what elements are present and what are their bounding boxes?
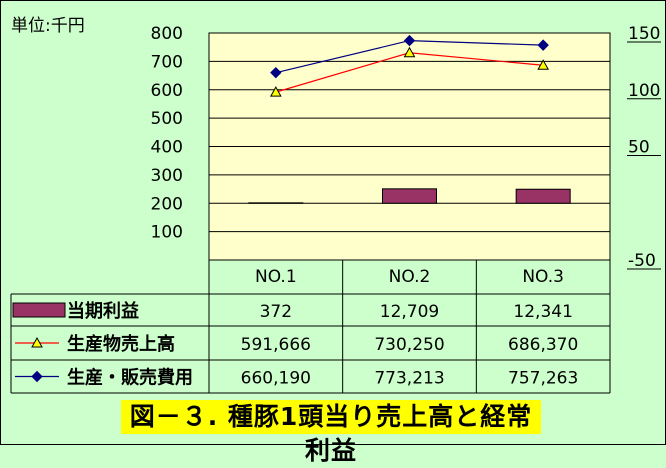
data-label: 686,370 [508, 335, 578, 355]
legend-bar-swatch [13, 303, 65, 317]
data-label: 12,709 [380, 302, 439, 322]
y-tick-label: 400 [151, 138, 183, 158]
y-tick-label: 500 [151, 109, 183, 129]
data-label: 372 [260, 302, 292, 322]
data-label: 757,263 [508, 369, 578, 389]
series-name: 生産物売上高 [67, 333, 175, 355]
y-tick-label: 100 [151, 223, 183, 243]
y-tick-label: 300 [151, 166, 183, 186]
data-table: NO.1 NO.2 NO.3 当期利益 372 12,709 12,341 生産物売上高 591… [11, 260, 610, 393]
y2-tick-label: 150 [628, 24, 660, 44]
y2-tick-label: -50 [628, 251, 656, 271]
y2-tick-label: 50 [628, 138, 650, 158]
series-name: 生産・販売費用 [67, 367, 193, 389]
point [32, 372, 42, 382]
category-label: NO.2 [389, 267, 431, 287]
y-tick-label: 700 [151, 52, 183, 72]
y-tick-label: 600 [151, 81, 183, 101]
data-label: 591,666 [241, 335, 311, 355]
y-tick-label: 800 [151, 24, 183, 44]
y2-tick-label: 100 [628, 81, 660, 101]
chart-caption: 図－３. 種豚1頭当り売上高と経常利益 [121, 400, 541, 434]
data-label: 12,341 [513, 302, 572, 322]
category-label: NO.1 [255, 267, 297, 287]
data-label: 660,190 [241, 369, 311, 389]
y-tick-label: 200 [151, 194, 183, 214]
data-label: 730,250 [374, 335, 444, 355]
series-name: 当期利益 [67, 300, 139, 322]
chart-svg: 100 200 300 400 500 600 700 800 150 100 50 -50 NO.1… [1, 1, 666, 446]
bar [516, 189, 570, 203]
data-label: 773,213 [374, 369, 444, 389]
category-label: NO.3 [522, 267, 564, 287]
bar [383, 189, 437, 203]
